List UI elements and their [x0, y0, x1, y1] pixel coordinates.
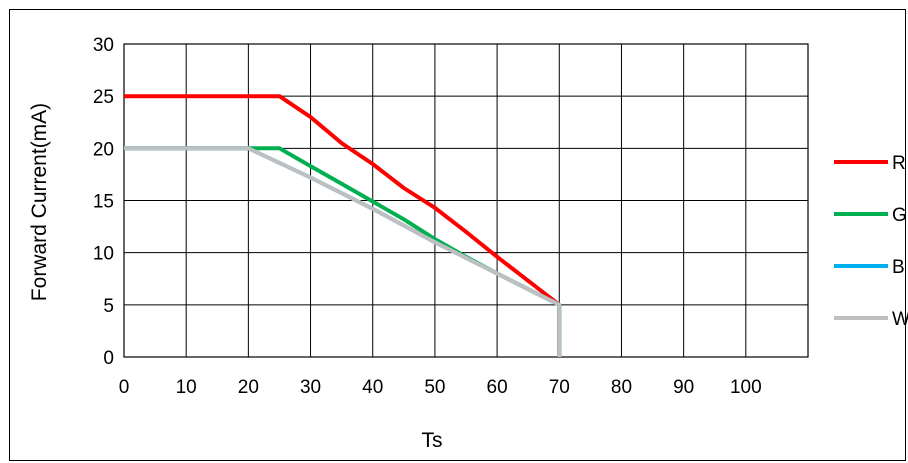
x-tick-label: 20 [238, 377, 259, 398]
y-tick-label: 30 [93, 35, 114, 56]
legend-label-r: R [892, 153, 906, 174]
x-tick-label: 100 [730, 377, 762, 398]
plot-area-border [123, 43, 809, 358]
y-tick-label: 5 [103, 296, 114, 317]
y-tick-label: 25 [93, 87, 114, 108]
legend-label-b: B [892, 257, 905, 278]
x-tick-label: 40 [362, 377, 383, 398]
x-tick-label: 90 [673, 377, 694, 398]
y-tick-label: 0 [103, 348, 114, 369]
x-tick-label: 80 [611, 377, 632, 398]
series-line-r [124, 94, 562, 357]
y-tick-label: 10 [93, 244, 114, 265]
y-tick-label: 15 [93, 192, 114, 213]
chart-frame [9, 9, 906, 461]
x-tick-label: 10 [176, 377, 197, 398]
y-tick-labels: 0 5 10 15 20 25 30 [93, 35, 114, 369]
y-tick-label: 20 [93, 139, 114, 160]
x-tick-label: 30 [300, 377, 321, 398]
series-line-w [124, 146, 562, 357]
legend-label-w: W [892, 309, 908, 330]
legend-label-g: G [892, 205, 907, 226]
x-tick-label: 60 [487, 377, 508, 398]
y-axis-title: Forward Current(mA) [28, 103, 51, 301]
x-tick-label: 50 [424, 377, 445, 398]
grid [123, 43, 809, 358]
series-layer [124, 94, 562, 357]
x-axis-title: Ts [422, 429, 443, 452]
x-tick-labels: 0 10 20 30 40 50 60 70 80 90 100 [119, 377, 762, 398]
legend: R G B W [834, 153, 908, 330]
x-tick-label: 0 [119, 377, 130, 398]
x-tick-label: 70 [549, 377, 570, 398]
